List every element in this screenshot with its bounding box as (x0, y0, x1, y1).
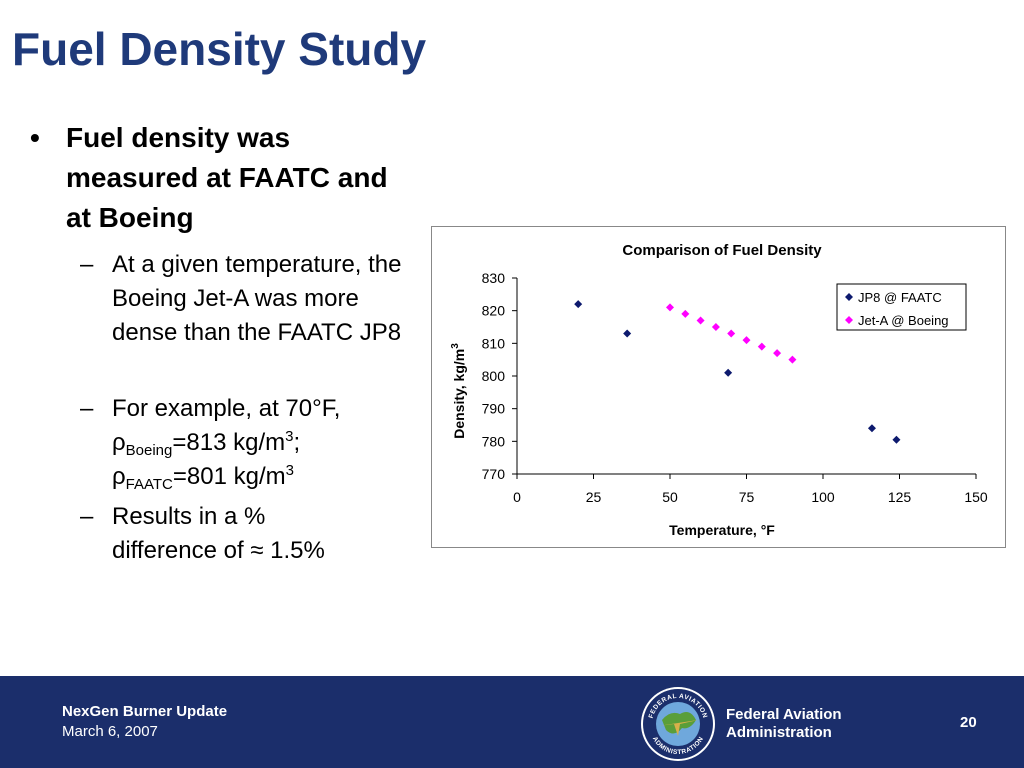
data-point-jeta (696, 316, 705, 325)
chart-axes: 770 780 790 800 810 820 830 0 25 50 75 100 125 150 (482, 270, 988, 505)
faatc-exponent: 3 (285, 462, 294, 479)
data-point-jeta (727, 329, 736, 338)
y-tick-label: 830 (482, 270, 506, 286)
chart-title: Comparison of Fuel Density (622, 242, 822, 259)
sub-bullet-2: For example, at 70°F, ρBoeing=813 kg/m3;… (112, 392, 422, 494)
agency-name-line1: Federal Aviation (726, 706, 842, 723)
bullet-marker: • (30, 122, 40, 153)
y-tick-label: 810 (482, 335, 506, 351)
sub-bullet-marker: – (80, 503, 94, 530)
x-tick-label: 125 (888, 489, 912, 505)
rho-symbol: ρ (112, 429, 126, 456)
boeing-exponent: 3 (285, 428, 294, 445)
semicolon: ; (293, 429, 301, 456)
x-tick-label: 75 (739, 489, 755, 505)
page-title: Fuel Density Study (12, 23, 427, 75)
sub-bullet-3: Results in a % difference of ≈ 1.5% (112, 503, 325, 564)
legend-label: Jet-A @ Boeing (858, 313, 949, 328)
footer-bar: NexGen Burner Update March 6, 2007 FEDER… (0, 676, 1024, 768)
y-axis-label-exponent: 3 (450, 343, 461, 349)
x-tick-label: 150 (964, 489, 988, 505)
agency-name-line2: Administration (726, 724, 832, 741)
x-axis-label: Temperature, °F (669, 522, 775, 538)
y-axis-label-text: Density, kg/m (451, 349, 467, 439)
y-tick-label: 800 (482, 368, 506, 384)
legend-label: JP8 @ FAATC (858, 290, 942, 305)
legend-marker (845, 316, 853, 324)
rho-symbol: ρ (112, 463, 126, 490)
y-axis-label-group: Density, kg/m3 (450, 343, 467, 439)
data-point-jp8 (724, 368, 733, 377)
x-tick-label: 50 (662, 489, 678, 505)
x-tick-label: 100 (811, 489, 835, 505)
footer-project: NexGen Burner Update (62, 703, 228, 720)
data-point-jp8 (867, 424, 876, 433)
y-tick-label: 820 (482, 303, 506, 319)
boeing-subscript: Boeing (125, 442, 173, 459)
legend-box (836, 283, 967, 331)
data-point-jeta (742, 336, 751, 345)
faatc-density: =801 kg/m (172, 463, 286, 490)
data-point-jp8 (623, 329, 632, 338)
data-point-jeta (788, 355, 797, 364)
y-tick-label: 790 (482, 401, 506, 417)
legend-marker (845, 293, 853, 301)
x-tick-label: 0 (513, 489, 521, 505)
data-point-jeta (711, 323, 720, 331)
y-axis-label: Density, kg/m3 (450, 343, 467, 439)
y-tick-label: 770 (482, 466, 506, 482)
data-point-jp8 (892, 435, 901, 444)
bullet-main: Fuel density was measured at FAATC and a… (66, 122, 388, 233)
chart-legend: JP8 @ FAATC Jet-A @ Boeing (836, 283, 967, 331)
x-tick-label: 25 (586, 489, 602, 505)
sub-bullet-1: At a given temperature, the Boeing Jet-A… (112, 251, 402, 346)
chart-marks (574, 300, 901, 444)
faatc-subscript: FAATC (125, 476, 173, 493)
density-chart: Comparison of Fuel Density 770 780 790 800 8… (431, 226, 1006, 548)
data-point-jeta (757, 342, 766, 351)
data-point-jp8 (574, 300, 583, 309)
sub-bullet-2-intro: For example, at 70°F, (112, 395, 341, 422)
footer-date: March 6, 2007 (62, 723, 158, 740)
faa-seal-logo: FEDERAL AVIATION ADMINISTRATION (641, 687, 715, 761)
agency-name: Federal Aviation Administration (726, 706, 876, 742)
sub-bullet-marker: – (80, 251, 94, 278)
data-point-jeta (681, 309, 690, 318)
data-point-jeta (773, 349, 782, 358)
sub-bullet-marker: – (80, 395, 94, 422)
page-number: 20 (960, 714, 977, 731)
boeing-density: =813 kg/m (172, 429, 286, 456)
y-tick-label: 780 (482, 433, 506, 449)
data-point-jeta (666, 303, 674, 312)
chart-canvas: Comparison of Fuel Density 770 780 790 800 8… (450, 242, 988, 538)
